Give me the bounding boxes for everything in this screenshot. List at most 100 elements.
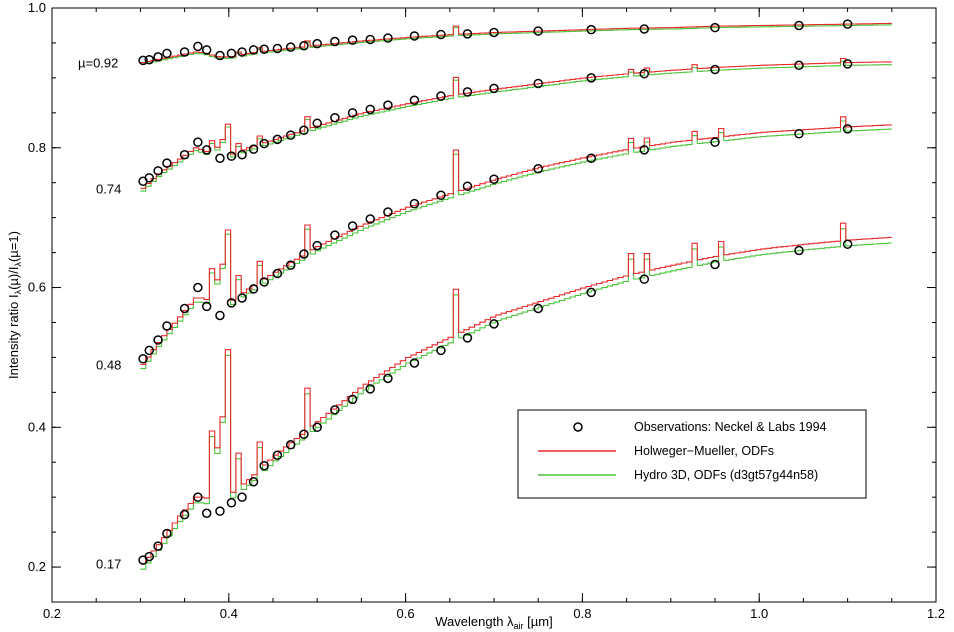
observation-point xyxy=(272,134,283,145)
series-holweger-mueller-line xyxy=(140,22,892,64)
observation-point xyxy=(237,150,247,160)
observation-point xyxy=(347,394,358,405)
observation-point xyxy=(436,29,446,40)
observation-point xyxy=(312,118,322,129)
axis-ticks: 0.2 0.4 0.6 0.8 1.0 1.2 0.2 0.4 0.6 0.8 1.0 xyxy=(28,0,945,621)
observation-point xyxy=(299,125,309,136)
observation-point xyxy=(365,34,375,45)
series-hydro3d-line xyxy=(140,120,892,370)
y-tick-label: 0.6 xyxy=(28,280,46,295)
observation-point xyxy=(409,358,420,368)
observation-point xyxy=(153,166,163,176)
x-tick-label: 1.0 xyxy=(750,606,768,621)
observation-point xyxy=(330,112,340,123)
observation-point xyxy=(710,64,720,75)
observation-point xyxy=(153,335,163,345)
observation-point xyxy=(237,47,247,57)
observation-point xyxy=(312,38,322,49)
observation-point xyxy=(285,440,296,450)
observation-point xyxy=(144,345,154,356)
x-tick-label: 0.2 xyxy=(43,606,61,621)
observation-point xyxy=(365,214,375,224)
observation-point xyxy=(162,321,172,331)
observation-point xyxy=(215,506,225,516)
observation-point xyxy=(259,460,269,471)
observation-point xyxy=(794,20,804,31)
observation-point xyxy=(144,54,154,65)
observation-point xyxy=(436,190,446,201)
x-tick-label: 0.6 xyxy=(397,606,415,621)
observation-point xyxy=(259,44,269,54)
curve-label: 0.48 xyxy=(96,357,121,372)
observation-point xyxy=(226,298,237,308)
observation-point xyxy=(201,508,212,518)
observation-point xyxy=(226,498,237,508)
observation-point xyxy=(237,293,247,303)
observation-point xyxy=(330,36,340,47)
observation-point xyxy=(489,319,499,329)
observation-point xyxy=(299,249,309,259)
y-tick-label: 1.0 xyxy=(28,0,46,15)
observation-point xyxy=(794,245,804,256)
observation-point xyxy=(533,163,543,174)
observation-point xyxy=(383,100,393,110)
observation-point xyxy=(586,153,596,163)
observation-point xyxy=(201,301,212,312)
observation-point xyxy=(179,150,190,160)
observation-point xyxy=(409,31,420,41)
legend-label-h3d: Hydro 3D, ODFs (d3gt57g44n58) xyxy=(634,468,818,482)
legend-box xyxy=(517,409,867,499)
observation-point xyxy=(842,124,853,134)
observation-point xyxy=(153,541,163,551)
observation-point xyxy=(365,384,375,394)
legend-marker-observations xyxy=(573,422,583,432)
series-hydro3d-line xyxy=(140,228,892,570)
observation-point xyxy=(489,27,499,38)
observation-point xyxy=(272,43,283,54)
observation-point xyxy=(489,83,499,94)
observation-point xyxy=(347,108,358,118)
observation-point xyxy=(272,268,283,279)
observation-point xyxy=(409,198,420,209)
observation-point xyxy=(533,78,543,89)
y-tick-label: 0.2 xyxy=(28,559,46,574)
observation-point xyxy=(248,284,259,294)
curve-labels: µ=0.92 0.74 0.48 0.17 xyxy=(78,56,121,572)
observation-point xyxy=(201,45,212,55)
series-holweger-mueller-line xyxy=(140,222,892,565)
observation-point xyxy=(436,345,446,356)
curve-label: 0.17 xyxy=(96,557,121,572)
series-hydro3d-line xyxy=(140,24,892,65)
observation-point xyxy=(179,509,190,520)
observation-point xyxy=(489,174,499,184)
observation-point xyxy=(153,52,163,62)
observation-point xyxy=(248,477,259,487)
observation-point xyxy=(272,450,283,460)
observation-point xyxy=(299,429,309,440)
observation-point xyxy=(462,87,473,97)
observation-point xyxy=(215,153,225,163)
observation-point xyxy=(259,277,269,287)
observation-point xyxy=(365,104,375,115)
observation-point xyxy=(533,26,543,36)
observation-point xyxy=(312,240,322,251)
observation-point xyxy=(193,492,203,502)
observation-point xyxy=(436,91,446,101)
y-axis-title: Intensity ratio Iλ(µ)/Iλ(µ=1) xyxy=(6,231,23,379)
observation-point xyxy=(215,310,225,321)
observation-point xyxy=(285,260,296,270)
observation-point xyxy=(710,22,720,33)
observation-point xyxy=(794,129,804,139)
curve-label: µ=0.92 xyxy=(78,56,118,71)
observation-point xyxy=(248,144,259,154)
observation-point xyxy=(639,145,650,155)
observation-point xyxy=(710,137,720,147)
observation-point xyxy=(144,551,154,562)
observation-point xyxy=(144,173,154,183)
observation-point xyxy=(842,239,853,249)
observation-point xyxy=(794,60,804,71)
observation-point xyxy=(409,95,420,105)
curve-label: 0.74 xyxy=(96,181,121,196)
observation-point xyxy=(842,59,853,69)
observation-point xyxy=(179,303,190,314)
